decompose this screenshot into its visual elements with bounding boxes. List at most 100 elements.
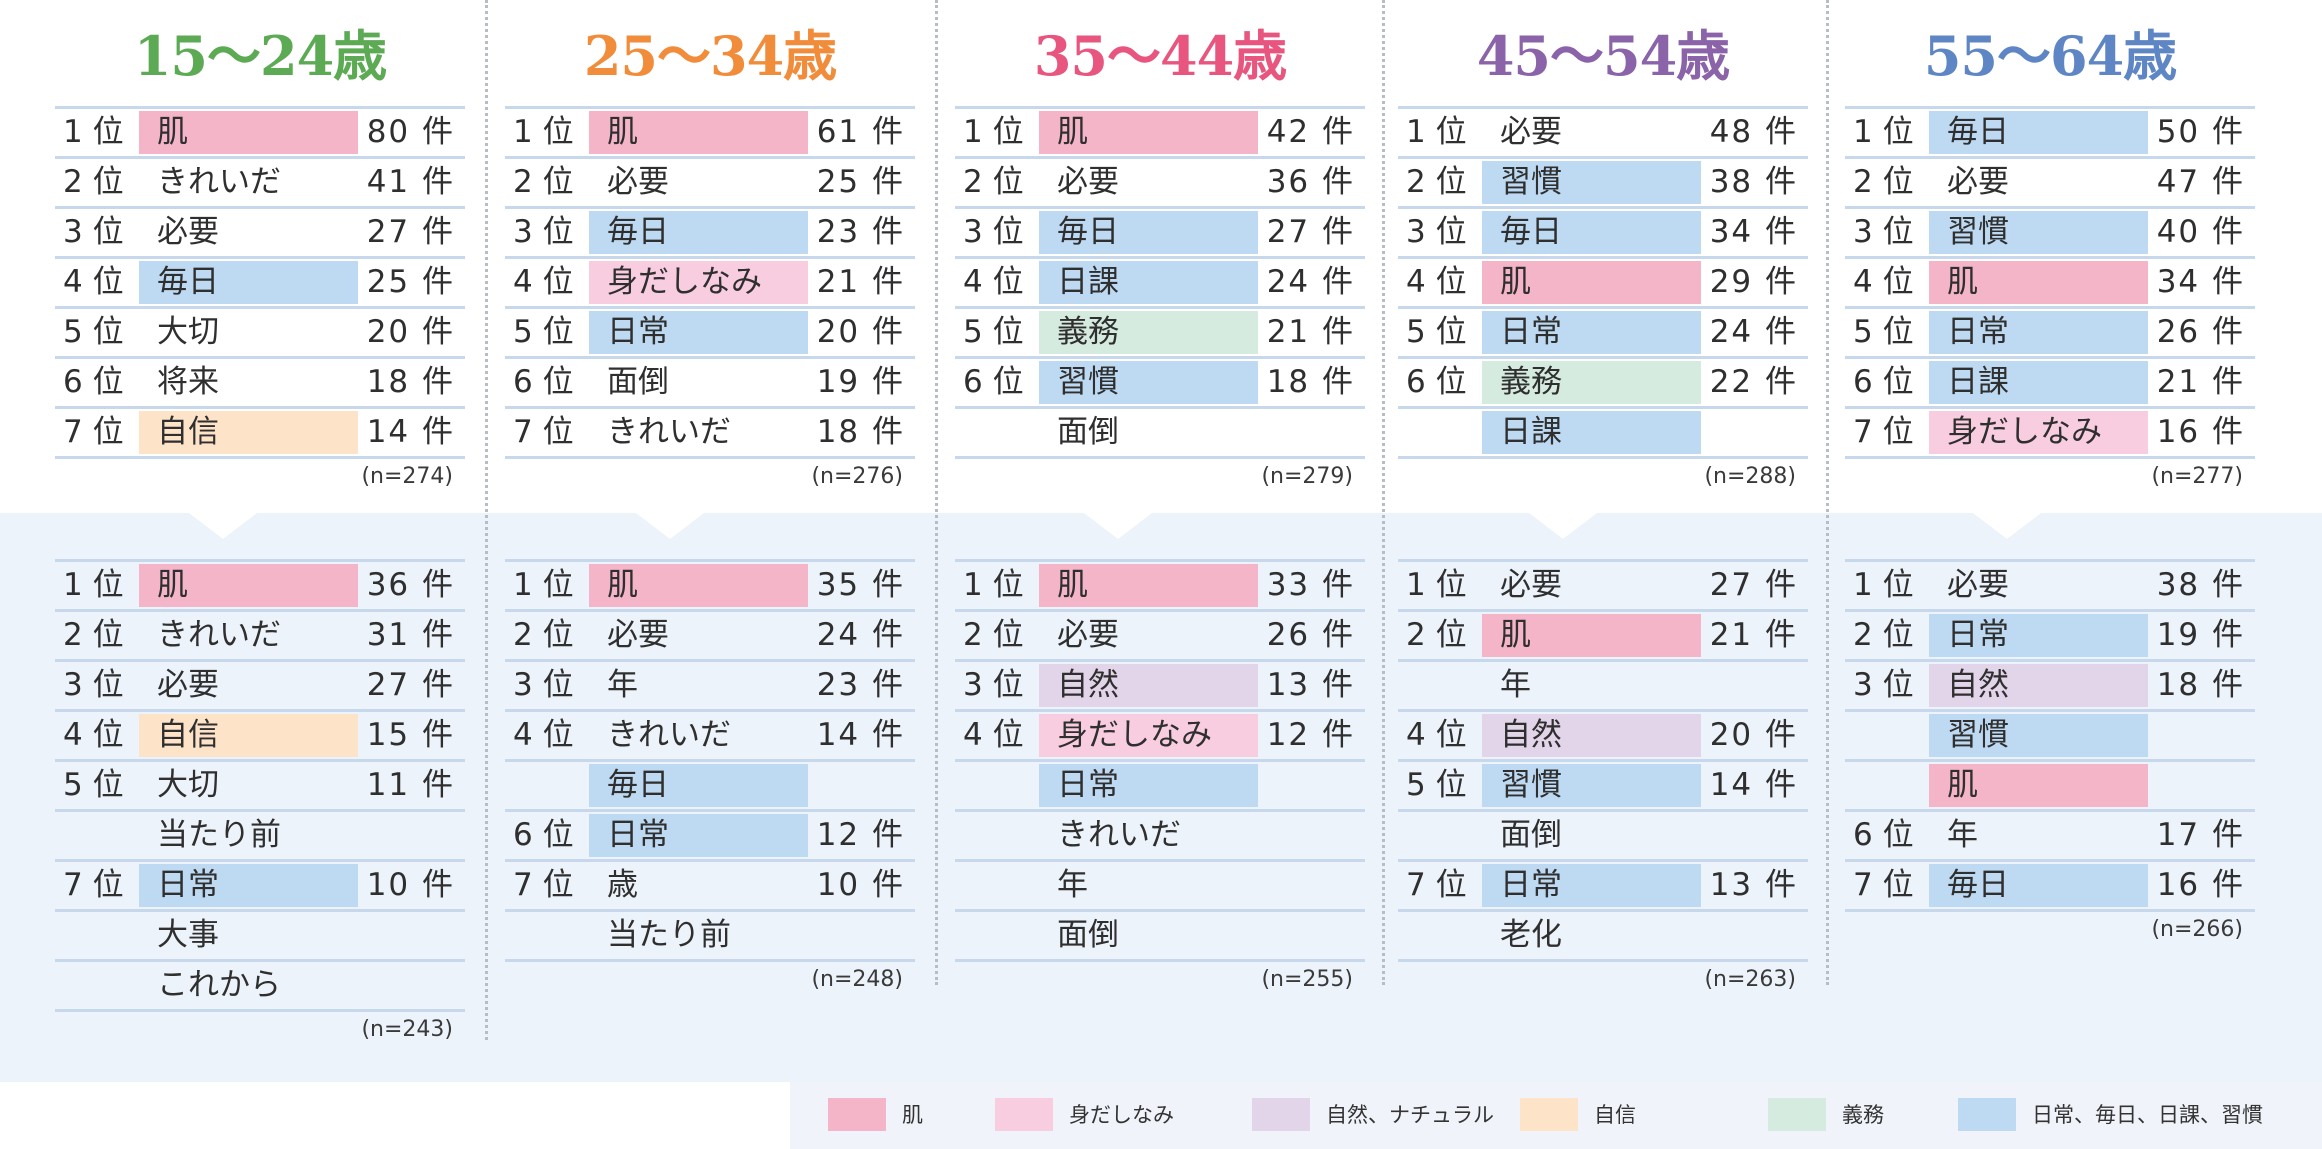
ranking-row: 3 位必要 27 件 <box>55 662 465 712</box>
count-label: 34 件 <box>2156 264 2245 300</box>
word-label: 毎日 <box>139 261 358 304</box>
word-label: 日常 <box>1482 864 1701 907</box>
ranking-row: 1 位肌 61 件 <box>505 109 915 159</box>
legend-swatch <box>1252 1098 1310 1131</box>
ranking-row: 3 位自然 13 件 <box>955 662 1365 712</box>
word-label: 肌 <box>1482 614 1701 657</box>
down-arrow-icon <box>1529 513 1597 539</box>
rank-label: 5 位 <box>63 314 124 350</box>
sample-size: (n=263) <box>1704 967 1796 992</box>
rank-label: 6 位 <box>513 364 574 400</box>
ranking-row: 当たり前 <box>505 912 915 962</box>
ranking-row: 4 位肌 29 件 <box>1398 259 1808 309</box>
rank-label: 2 位 <box>963 164 1024 200</box>
legend-swatch <box>1520 1098 1578 1131</box>
word-label: 必要 <box>1500 567 1562 603</box>
count-label: 17 件 <box>2156 817 2245 853</box>
word-label: きれいだ <box>607 414 731 450</box>
rank-label: 5 位 <box>1406 314 1467 350</box>
rank-label: 1 位 <box>63 567 124 603</box>
rank-label: 6 位 <box>1406 364 1467 400</box>
ranking-row: 1 位毎日 50 件 <box>1845 109 2255 159</box>
ranking-row: 3 位自然 18 件 <box>1845 662 2255 712</box>
rank-label: 2 位 <box>1853 164 1914 200</box>
word-label: 肌 <box>139 111 358 154</box>
ranking-row: 2 位必要 47 件 <box>1845 159 2255 209</box>
rank-label: 2 位 <box>63 617 124 653</box>
word-label: 自信 <box>139 714 358 757</box>
ranking-row: 3 位年 23 件 <box>505 662 915 712</box>
word-label: 身だしなみ <box>1929 411 2148 454</box>
rank-label: 3 位 <box>963 667 1024 703</box>
down-arrow-icon <box>1973 513 2041 539</box>
rank-label: 5 位 <box>513 314 574 350</box>
rank-label: 3 位 <box>63 214 124 250</box>
rank-label: 6 位 <box>513 817 574 853</box>
word-label: 自信 <box>139 411 358 454</box>
sample-size: (n=266) <box>2151 917 2243 942</box>
word-label: 毎日 <box>589 211 808 254</box>
ranking-row: 5 位日常 20 件 <box>505 309 915 359</box>
rank-label: 6 位 <box>1853 364 1914 400</box>
word-label: 毎日 <box>1929 864 2148 907</box>
rank-label: 4 位 <box>963 717 1024 753</box>
ranking-row: 1 位肌 42 件 <box>955 109 1365 159</box>
rank-label: 5 位 <box>1406 767 1467 803</box>
ranking-row: 4 位自信 15 件 <box>55 712 465 762</box>
rank-label: 4 位 <box>513 264 574 300</box>
count-label: 14 件 <box>366 414 455 450</box>
sample-size: (n=243) <box>361 1017 453 1042</box>
word-label: 年 <box>1057 867 1088 903</box>
word-label: 必要 <box>1947 164 2009 200</box>
rank-label: 2 位 <box>1406 164 1467 200</box>
rank-label: 1 位 <box>963 567 1024 603</box>
count-label: 20 件 <box>816 314 905 350</box>
word-label: 大切 <box>157 767 219 803</box>
word-label: 日常 <box>589 311 808 354</box>
ranking-row: 7 位身だしなみ 16 件 <box>1845 409 2255 459</box>
rank-label: 3 位 <box>1406 214 1467 250</box>
word-label: 自然 <box>1039 664 1258 707</box>
count-label: 25 件 <box>816 164 905 200</box>
legend-label: 身だしなみ <box>1069 1103 1174 1127</box>
count-label: 12 件 <box>816 817 905 853</box>
word-label: 肌 <box>1482 261 1701 304</box>
ranking-row: 4 位身だしなみ 12 件 <box>955 712 1365 762</box>
ranking-row: 年 <box>955 862 1365 912</box>
word-label: 必要 <box>157 214 219 250</box>
word-label: きれいだ <box>157 617 281 653</box>
ranking-row: 2 位きれいだ 31 件 <box>55 612 465 662</box>
word-label: 習慣 <box>1482 161 1701 204</box>
word-label: 身だしなみ <box>1039 714 1258 757</box>
ranking-row: 日課 <box>1398 409 1808 459</box>
rank-label: 7 位 <box>1853 867 1914 903</box>
ranking-row: 面倒 <box>1398 812 1808 862</box>
rank-label: 1 位 <box>963 114 1024 150</box>
rank-label: 3 位 <box>63 667 124 703</box>
count-label: 61 件 <box>816 114 905 150</box>
count-label: 38 件 <box>1709 164 1798 200</box>
word-label: 日常 <box>1929 614 2148 657</box>
count-label: 25 件 <box>366 264 455 300</box>
count-label: 26 件 <box>2156 314 2245 350</box>
ranking-row: 5 位日常 26 件 <box>1845 309 2255 359</box>
word-label: 日課 <box>1929 361 2148 404</box>
ranking-row: 3 位毎日 34 件 <box>1398 209 1808 259</box>
count-label: 18 件 <box>816 414 905 450</box>
ranking-row: 6 位将来 18 件 <box>55 359 465 409</box>
count-label: 27 件 <box>366 214 455 250</box>
ranking-row: 大事 <box>55 912 465 962</box>
ranking-row: 2 位必要 25 件 <box>505 159 915 209</box>
ranking-row: 6 位面倒 19 件 <box>505 359 915 409</box>
count-label: 14 件 <box>816 717 905 753</box>
age-group-title: 45〜54歳 <box>1476 24 1730 88</box>
count-label: 14 件 <box>1709 767 1798 803</box>
rank-label: 2 位 <box>1853 617 1914 653</box>
ranking-row: 7 位自信 14 件 <box>55 409 465 459</box>
count-label: 31 件 <box>366 617 455 653</box>
count-label: 24 件 <box>816 617 905 653</box>
word-label: 必要 <box>1057 617 1119 653</box>
ranking-row: 1 位必要 38 件 <box>1845 562 2255 612</box>
count-label: 19 件 <box>816 364 905 400</box>
